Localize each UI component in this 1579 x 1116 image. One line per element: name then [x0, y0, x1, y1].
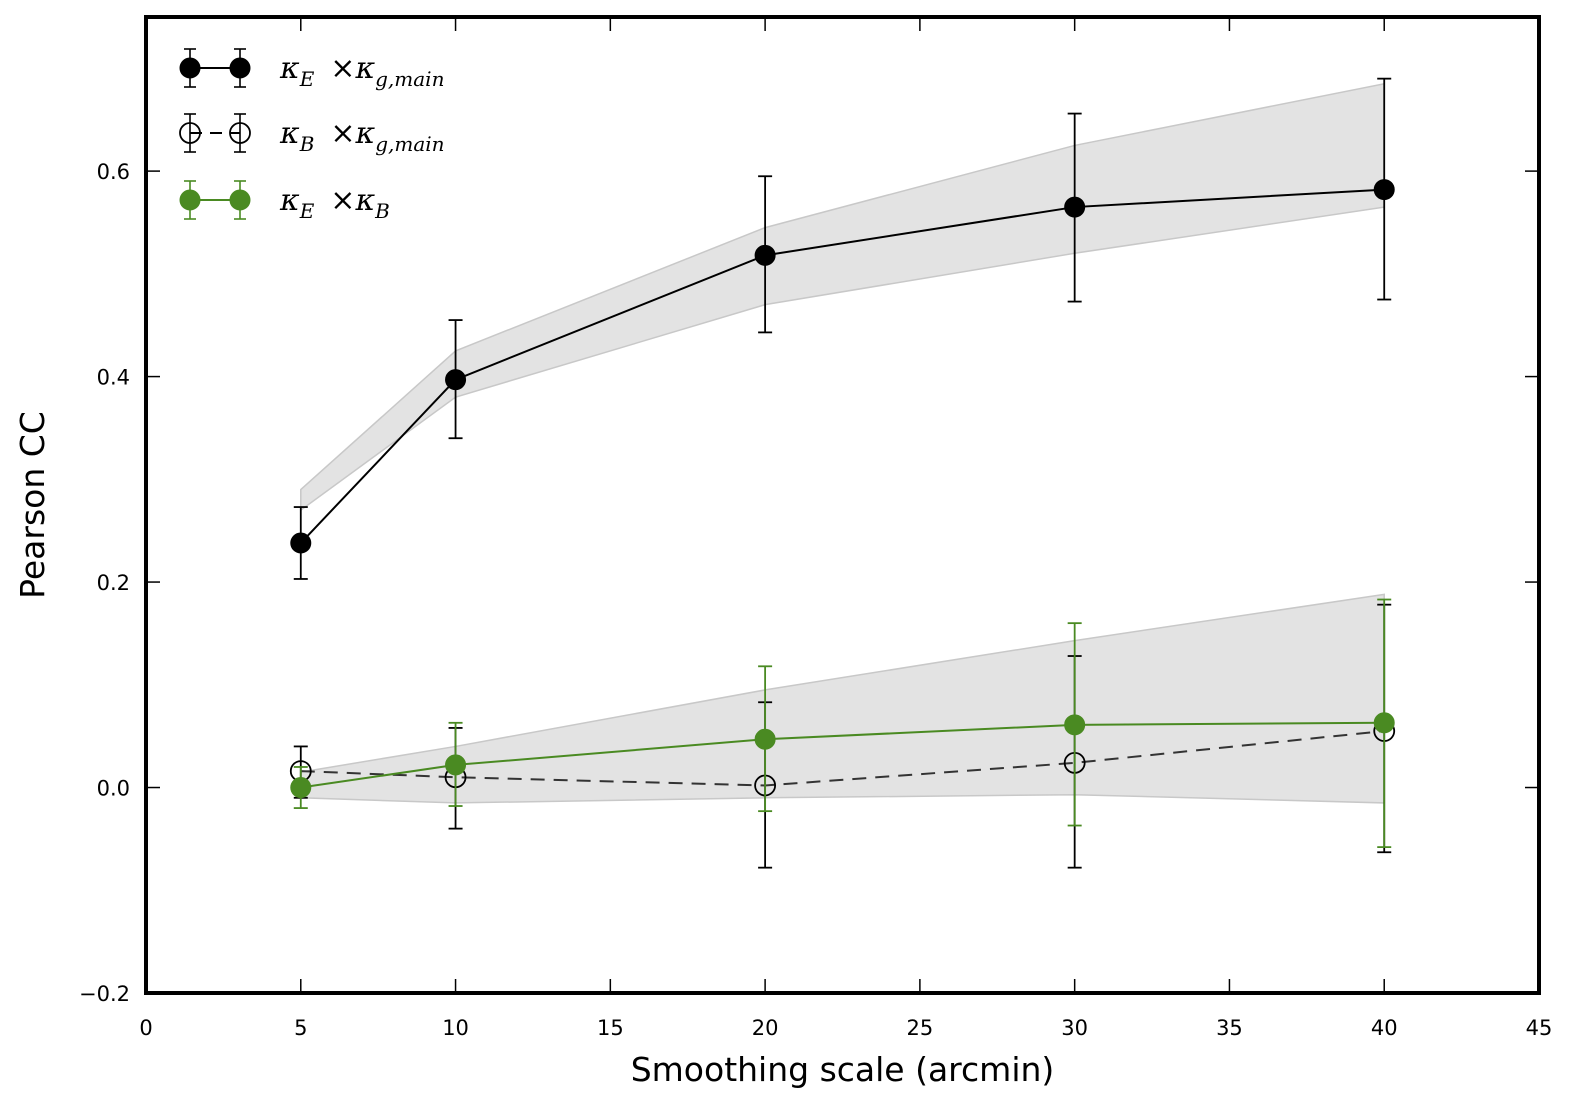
x-tick-label: 45 — [1526, 1016, 1553, 1040]
data-point — [290, 532, 312, 554]
legend-marker — [229, 189, 251, 211]
legend-label: κE ×κB — [279, 183, 390, 223]
y-tick-label: 0.0 — [97, 777, 130, 801]
y-axis-label: Pearson CC — [13, 411, 52, 599]
x-tick-label: 20 — [752, 1016, 779, 1040]
confidence-bands — [300, 82, 1385, 804]
legend-marker — [179, 57, 201, 79]
legend-marker — [229, 57, 251, 79]
data-point — [1064, 714, 1086, 736]
x-tick-label: 10 — [442, 1016, 469, 1040]
y-tick-label: −0.2 — [79, 982, 130, 1006]
series-3 — [290, 598, 1395, 849]
x-tick-label: 5 — [294, 1016, 307, 1040]
x-tick-label: 35 — [1216, 1016, 1243, 1040]
y-tick-label: 0.4 — [97, 366, 130, 390]
x-tick-label: 0 — [139, 1016, 152, 1040]
y-tick-label: 0.6 — [97, 160, 130, 184]
legend-marker — [179, 122, 201, 144]
x-tick-label: 15 — [597, 1016, 624, 1040]
data-point — [1373, 179, 1395, 201]
legend: κE ×κg,main κB ×κg,main κE ×κB — [179, 48, 445, 223]
data-point — [445, 754, 467, 776]
legend-label: κB ×κg,main — [279, 116, 445, 156]
legend-label: κE ×κg,main — [279, 51, 444, 91]
confidence-band-1 — [300, 82, 1385, 512]
legend-entry-1: κE ×κg,main — [179, 48, 444, 91]
axis-ticks: 0 5 10 15 20 25 30 35 40 45 −0.2 0.0 0.2 0.4 0.6 — [79, 17, 1552, 1040]
data-point — [754, 728, 776, 750]
data-point — [1373, 712, 1395, 734]
x-axis-label: Smoothing scale (arcmin) — [631, 1050, 1055, 1089]
series-layer — [289, 77, 1396, 869]
plot-frame — [144, 15, 1541, 995]
data-point — [445, 369, 467, 391]
legend-entry-2: κB ×κg,main — [179, 113, 445, 156]
legend-marker — [229, 122, 251, 144]
data-point — [290, 777, 312, 799]
data-point — [754, 244, 776, 266]
legend-marker — [179, 189, 201, 211]
y-tick-label: 0.2 — [97, 571, 130, 595]
x-tick-label: 40 — [1371, 1016, 1398, 1040]
data-point — [1064, 196, 1086, 218]
series-1 — [290, 77, 1395, 580]
x-tick-label: 25 — [907, 1016, 934, 1040]
x-tick-label: 30 — [1061, 1016, 1088, 1040]
legend-entry-3: κE ×κB — [179, 180, 390, 223]
